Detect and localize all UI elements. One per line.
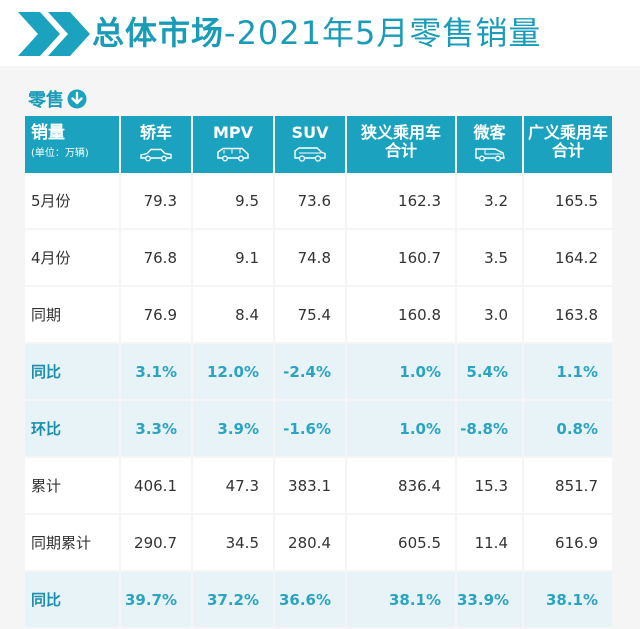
table-cell: 605.5 — [347, 515, 457, 572]
table-cell: -2.4% — [275, 344, 347, 401]
table-cell: 1.0% — [347, 344, 457, 401]
table-cell: 74.8 — [275, 230, 347, 287]
table-cell: 616.9 — [524, 515, 612, 572]
table-cell: 75.4 — [275, 287, 347, 344]
row-label: 同期累计 — [25, 515, 121, 572]
table-cell: 38.1% — [524, 572, 612, 629]
table-cell: 9.1 — [193, 230, 275, 287]
table-cell: 406.1 — [121, 458, 193, 515]
table-cell: 76.9 — [121, 287, 193, 344]
table-cell: 160.8 — [347, 287, 457, 344]
table-cell: 73.6 — [275, 173, 347, 230]
table-cell: 33.9% — [457, 572, 524, 629]
table-cell: 3.9% — [193, 401, 275, 458]
row-label: 累计 — [25, 458, 121, 515]
table-cell: 8.4 — [193, 287, 275, 344]
table-cell: 290.7 — [121, 515, 193, 572]
row-label: 4月份 — [25, 230, 121, 287]
table-cell: 383.1 — [275, 458, 347, 515]
corner-label: 销量 — [31, 123, 65, 143]
table-cell: 164.2 — [524, 230, 612, 287]
table-row: 同期 76.9 8.4 75.4 160.8 3.0 163.8 — [25, 287, 612, 344]
header-label-line2: 合计 — [384, 141, 417, 160]
header-label: 狭义乘用车 — [360, 123, 441, 142]
section-label: 零售 — [28, 90, 64, 111]
header-label: 广义乘用车 — [527, 123, 608, 142]
header-minivan: 微客 — [457, 116, 524, 173]
chevron-double-right-icon — [18, 12, 90, 56]
table-cell: 3.0 — [457, 287, 524, 344]
table-cell: 11.4 — [457, 515, 524, 572]
table-cell: 36.6% — [275, 572, 347, 629]
sedan-icon — [140, 148, 172, 162]
mpv-icon — [217, 147, 249, 162]
table-cell: 0.8% — [524, 401, 612, 458]
header-narrow-total: 狭义乘用车 合计 — [347, 116, 457, 173]
title-main: 总体市场 — [92, 14, 225, 52]
header-broad-total: 广义乘用车 合计 — [524, 116, 612, 173]
table-cell: 3.1% — [121, 344, 193, 401]
header-label-line2: 合计 — [551, 141, 584, 160]
row-label: 5月份 — [25, 173, 121, 230]
row-label: 同比 — [25, 572, 121, 629]
table-row: 同期累计 290.7 34.5 280.4 605.5 11.4 616.9 — [25, 515, 612, 572]
table-cell: 851.7 — [524, 458, 612, 515]
table-cell: 836.4 — [347, 458, 457, 515]
table-cell: 39.7% — [121, 572, 193, 629]
section-header: 零售 — [28, 86, 87, 112]
table-cell: 38.1% — [347, 572, 457, 629]
header-mpv: MPV — [193, 116, 275, 173]
table-cell: 165.5 — [524, 173, 612, 230]
table-cell: -8.8% — [457, 401, 524, 458]
table-cell: 34.5 — [193, 515, 275, 572]
table-cell: 9.5 — [193, 173, 275, 230]
row-label: 同期 — [25, 287, 121, 344]
corner-unit: (单位：万辆) — [31, 148, 89, 159]
table-cell: 3.3% — [121, 401, 193, 458]
header-sedan: 轿车 — [121, 116, 193, 173]
table-row: 累计 406.1 47.3 383.1 836.4 15.3 851.7 — [25, 458, 612, 515]
table-cell: 163.8 — [524, 287, 612, 344]
header-label: MPV — [212, 123, 254, 142]
page-title: 总体市场-2021年5月零售销量 — [92, 8, 541, 54]
table-cell: 280.4 — [275, 515, 347, 572]
header-label: SUV — [291, 123, 329, 142]
minivan-icon — [474, 148, 505, 162]
header: 总体市场-2021年5月零售销量 — [0, 0, 640, 66]
table-cell: 162.3 — [347, 173, 457, 230]
row-label: 同比 — [25, 344, 121, 401]
row-label: 环比 — [25, 401, 121, 458]
table-cell: 160.7 — [347, 230, 457, 287]
sales-table: 销量 (单位：万辆) 轿车 MPV — [25, 116, 612, 629]
table-cell: 12.0% — [193, 344, 275, 401]
header-label: 轿车 — [139, 123, 172, 142]
table-cell: 5.4% — [457, 344, 524, 401]
table-header-row: 销量 (单位：万辆) 轿车 MPV — [25, 116, 612, 173]
table-cell: 47.3 — [193, 458, 275, 515]
table-row: 同比 3.1% 12.0% -2.4% 1.0% 5.4% 1.1% — [25, 344, 612, 401]
table-cell: 79.3 — [121, 173, 193, 230]
table-row: 5月份 79.3 9.5 73.6 162.3 3.2 165.5 — [25, 173, 612, 230]
table-cell: 3.2 — [457, 173, 524, 230]
table-cell: 15.3 — [457, 458, 524, 515]
table-cell: 1.1% — [524, 344, 612, 401]
table-cell: 37.2% — [193, 572, 275, 629]
header-corner: 销量 (单位：万辆) — [25, 116, 121, 173]
table-cell: 3.5 — [457, 230, 524, 287]
table-row: 环比 3.3% 3.9% -1.6% 1.0% -8.8% 0.8% — [25, 401, 612, 458]
suv-icon — [294, 147, 326, 162]
table-cell: 76.8 — [121, 230, 193, 287]
header-suv: SUV — [275, 116, 347, 173]
table-row: 4月份 76.8 9.1 74.8 160.7 3.5 164.2 — [25, 230, 612, 287]
title-subtitle: -2021年5月零售销量 — [224, 14, 542, 52]
table-row: 同比 39.7% 37.2% 36.6% 38.1% 33.9% 38.1% — [25, 572, 612, 629]
table-cell: 1.0% — [347, 401, 457, 458]
header-label: 微客 — [473, 123, 506, 142]
table-cell: -1.6% — [275, 401, 347, 458]
arrow-down-circle-icon — [67, 89, 87, 109]
